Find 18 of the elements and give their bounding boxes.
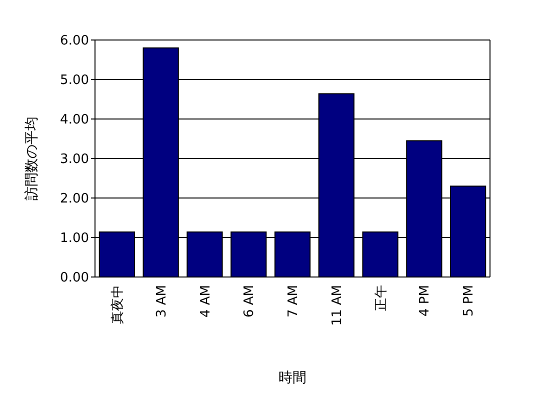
y-tick-label: 5.00 bbox=[60, 73, 89, 88]
x-tick-label: 11 AM bbox=[330, 285, 345, 326]
y-tick-label: 1.00 bbox=[60, 231, 89, 246]
x-tick-label: 4 PM bbox=[418, 285, 433, 316]
y-tick-label: 4.00 bbox=[60, 112, 89, 128]
x-tick-label: 6 AM bbox=[242, 285, 258, 318]
y-tick-label: 2.00 bbox=[60, 192, 89, 207]
x-tick-label: 4 AM bbox=[198, 285, 214, 318]
x-axis-title: 時間 bbox=[278, 370, 306, 386]
x-tick-label: 正午 bbox=[374, 285, 389, 311]
x-tick-label: 7 AM bbox=[286, 285, 302, 318]
y-tick-label: 0.00 bbox=[60, 270, 89, 286]
x-tick-label: 真夜中 bbox=[109, 285, 126, 324]
y-axis-title: 訪問数の平均 bbox=[24, 116, 40, 200]
x-tick-label: 3 AM bbox=[154, 285, 170, 318]
y-tick-label: 6.00 bbox=[60, 34, 89, 49]
y-tick-label: 3.00 bbox=[60, 152, 89, 168]
x-tick-label: 5 PM bbox=[462, 285, 477, 316]
